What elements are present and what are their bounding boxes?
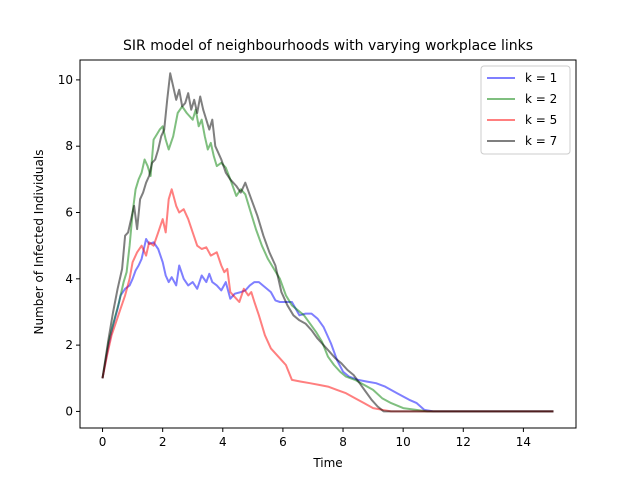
x-tick-label: 0: [99, 435, 107, 449]
x-tick-label: 4: [219, 435, 227, 449]
y-tick-label: 0: [65, 404, 73, 418]
series-line-k5: [101, 188, 554, 413]
x-tick-label: 2: [159, 435, 167, 449]
y-tick-label: 2: [65, 338, 73, 352]
x-tick-label: 10: [396, 435, 411, 449]
series-line-k1: [101, 238, 554, 413]
x-tick-label: 12: [456, 435, 471, 449]
plot-frame: [79, 59, 577, 429]
legend: k = 1 k = 2 k = 5 k = 7: [480, 65, 571, 155]
y-axis-label: Number of Infected Individuals: [32, 150, 46, 335]
y-tick-label: 6: [65, 206, 73, 220]
legend-label: k = 5: [525, 113, 557, 127]
x-tick-label: 14: [516, 435, 531, 449]
legend-label: k = 7: [525, 134, 557, 148]
y-tick-label: 8: [65, 139, 73, 153]
legend-box: [480, 65, 571, 155]
legend-label: k = 2: [525, 92, 557, 106]
x-tick-label: 8: [339, 435, 347, 449]
x-tick-label: 6: [279, 435, 287, 449]
y-tick-label: 4: [65, 272, 73, 286]
series-line-k7: [101, 72, 554, 413]
chart-title: SIR model of neighbourhoods with varying…: [123, 38, 533, 54]
x-axis-label: Time: [312, 456, 342, 470]
legend-label: k = 1: [525, 71, 557, 85]
y-tick-label: 10: [58, 73, 73, 87]
series-layer: [101, 72, 554, 413]
axes-layer: 0 2 4 6 8 10 12 14 0 2 4 6 8 10: [58, 59, 577, 449]
